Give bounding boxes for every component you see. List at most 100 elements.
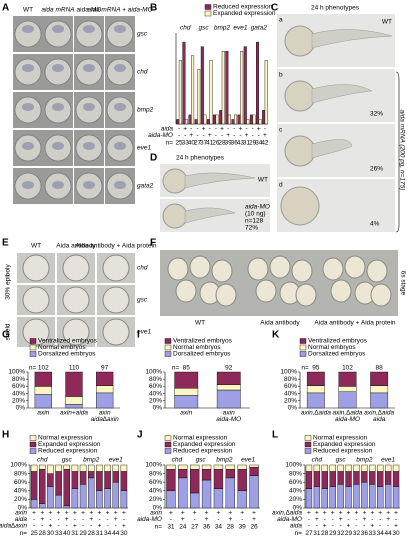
bar-segment xyxy=(216,384,241,391)
condition-mark: - xyxy=(106,516,108,523)
stain-photo xyxy=(114,142,126,150)
bar-segment xyxy=(174,371,199,389)
bar-segment xyxy=(361,482,368,509)
bar-segment xyxy=(55,494,62,509)
bar xyxy=(234,114,238,125)
embryo-photo xyxy=(106,20,134,48)
n-value: 26 xyxy=(250,524,258,531)
bar-segment xyxy=(104,488,111,509)
n-label: n= xyxy=(155,524,163,531)
group-label: gsc xyxy=(336,457,347,464)
bar-segment xyxy=(353,484,360,509)
y-tick-label: 40% xyxy=(12,390,25,397)
stain-photo xyxy=(22,25,34,33)
sub-label: d xyxy=(279,182,283,189)
y-tick-label: 20% xyxy=(149,496,162,503)
bar-segment xyxy=(47,464,54,474)
bar xyxy=(256,41,259,125)
condition-mark: - xyxy=(233,132,235,139)
bar xyxy=(249,114,253,125)
legend-label: Normal embryos xyxy=(308,344,356,351)
condition-mark: + xyxy=(263,132,267,139)
mo-label: aida-MO xyxy=(245,204,270,211)
bar-segment xyxy=(30,471,38,500)
legend-swatch xyxy=(164,435,172,441)
n-value: 41 xyxy=(206,140,214,147)
condition-mark: + xyxy=(315,516,319,523)
stain-photo xyxy=(52,142,64,150)
condition-name: aida∆axin xyxy=(0,523,27,530)
condition-mark: - xyxy=(379,516,381,523)
n-value: 26 xyxy=(212,140,220,147)
y-tick-label: 80% xyxy=(149,470,162,477)
column-header: Aida antibody xyxy=(56,243,96,250)
bar-segment xyxy=(65,404,83,409)
bar xyxy=(191,55,195,125)
stain-photo xyxy=(83,25,95,33)
bar xyxy=(188,114,192,125)
condition-mark: + xyxy=(386,516,390,523)
bar-segment xyxy=(361,471,368,483)
condition-mark: + xyxy=(81,510,85,517)
bar-segment xyxy=(392,486,400,509)
wt-label: WT xyxy=(382,19,392,26)
panel-letter: A xyxy=(2,3,9,14)
bar-segment xyxy=(34,386,52,395)
condition-mark: - xyxy=(74,516,76,523)
bar-segment xyxy=(225,469,235,479)
bar xyxy=(219,110,223,125)
condition-name: aida xyxy=(290,523,303,530)
row-label: eve1 xyxy=(137,145,151,152)
bar-segment xyxy=(321,471,328,489)
bar-segment xyxy=(178,477,188,509)
n-value: 44 xyxy=(112,530,120,537)
bar-segment xyxy=(321,488,328,509)
embryo-photo xyxy=(62,254,90,282)
bar-segment xyxy=(384,484,392,509)
condition-mark: - xyxy=(308,523,310,530)
n-value: 43 xyxy=(237,140,245,147)
embryo-photo xyxy=(255,279,277,303)
bar-segment xyxy=(338,371,357,387)
mo-label: 72% xyxy=(245,225,258,232)
panel-letter: I xyxy=(137,330,140,341)
condition-mark: - xyxy=(245,126,247,133)
legend-swatch xyxy=(164,441,172,448)
sub-label: c xyxy=(279,127,283,134)
legend-label: Reduced expression xyxy=(313,448,373,455)
condition-mark: + xyxy=(239,126,243,133)
condition-mark: - xyxy=(347,516,349,523)
bar-segment xyxy=(392,471,400,487)
condition-mark: + xyxy=(394,510,398,517)
condition-mark: + xyxy=(49,523,53,530)
bar-segment xyxy=(361,464,368,472)
bar-segment xyxy=(30,464,38,472)
embryo-photo xyxy=(22,254,50,282)
x-tick-label: axin xyxy=(223,410,235,417)
n-value: 36 xyxy=(361,530,369,537)
n-label: n= xyxy=(301,365,309,372)
row-label: gsc xyxy=(137,31,148,38)
stain-photo xyxy=(114,64,126,72)
legend-swatch xyxy=(29,435,37,441)
condition-mark: - xyxy=(379,523,381,530)
condition-mark: + xyxy=(73,510,77,517)
bar xyxy=(197,69,201,125)
condition-mark: - xyxy=(324,516,326,523)
condition-mark: + xyxy=(181,516,185,523)
x-tick-label: axin,∆aida xyxy=(364,410,394,417)
bar-segment xyxy=(216,389,241,409)
tail-photo xyxy=(311,84,373,104)
condition-mark: - xyxy=(215,126,217,133)
bar-segment xyxy=(96,371,114,386)
condition-mark: + xyxy=(65,516,69,523)
bar-segment xyxy=(96,471,103,492)
n-label: n= xyxy=(29,365,37,372)
bar xyxy=(231,119,235,125)
group-label: eve1 xyxy=(109,457,123,464)
y-tick-label: 80% xyxy=(289,470,302,477)
bar xyxy=(225,51,229,125)
y-tick-label: 20% xyxy=(289,496,302,503)
column-header: WT xyxy=(23,7,33,14)
n-value: 29 xyxy=(329,530,337,537)
